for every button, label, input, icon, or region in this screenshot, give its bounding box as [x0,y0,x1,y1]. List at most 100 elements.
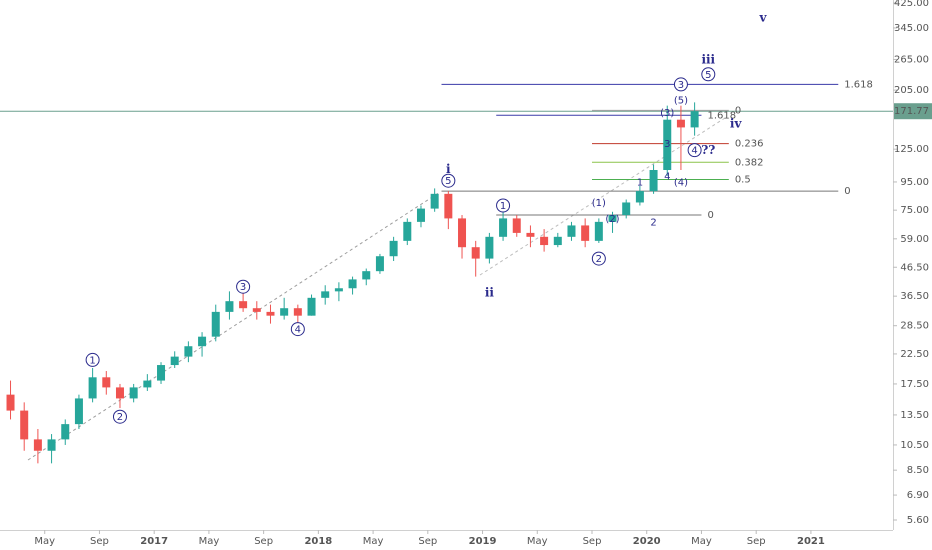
wave-label: 2 [650,217,656,228]
candle-body [663,119,672,170]
candle-body [348,279,357,289]
wave-label: 2 [596,254,602,265]
wave-label: (3) [660,108,674,119]
wave-label: 3 [678,80,684,91]
candle-body [649,169,658,192]
x-tick-label: 2019 [469,536,497,547]
x-tick-label: 2017 [140,536,168,547]
x-tick-label: Sep [583,536,602,547]
candle-body [20,410,29,440]
candle-body [157,365,166,381]
fib-level-label: 0.382 [735,157,764,168]
candle-body [74,398,83,425]
wave-label: 3 [664,139,670,150]
y-tick-label: 265.00 [894,54,929,65]
wave-circle [236,279,251,294]
candle-body [293,308,302,316]
candle-body [211,311,220,337]
y-tick-label: 59.00 [900,234,929,245]
fib-level-label: 0 [844,186,850,197]
wave-label: v [759,10,768,24]
candle-body [512,218,521,233]
candle-body [6,394,15,411]
candle-body [416,208,425,222]
candle-body [375,256,384,272]
last-price-label: 171.77 [894,106,929,117]
candle-body [622,202,631,216]
fib-level-label: 0 [707,210,713,221]
y-tick-label: 205.00 [894,85,929,96]
y-tick-label: 6.90 [907,490,929,501]
candle-body [635,191,644,203]
x-tick-label: May [691,536,712,547]
wave-label: (5) [674,95,688,106]
candle-body [252,308,261,312]
wave-circle [591,251,606,266]
candle-body [485,236,494,259]
wave-label: ii [485,286,495,300]
candle-body [444,193,453,219]
candle-body [540,236,549,246]
candle-body [239,301,248,309]
candle-body [499,218,508,237]
last-price-box [894,103,932,120]
candle-body [115,387,124,399]
candle-body [690,111,699,128]
candle-body [430,193,439,209]
y-tick-label: 13.50 [900,410,929,421]
x-tick-label: May [363,536,384,547]
x-tick-label: Sep [747,536,766,547]
wave-label: (4) [674,177,688,188]
wave-label: 1 [500,201,506,212]
candle-body [61,424,70,440]
candle-body [143,380,152,388]
candle-body [676,119,685,128]
candle-body [184,346,193,357]
x-tick-label: May [199,536,220,547]
candle-body [47,439,56,451]
fib-level-label: 0.236 [735,139,764,150]
y-tick-label: 95.00 [900,177,929,188]
candle-body [321,291,330,298]
y-tick-label: 36.50 [900,291,929,302]
y-tick-label: 345.00 [894,23,929,34]
fib-level-label: 1.618 [844,79,873,90]
candle-body [198,336,207,347]
candle-body [553,236,562,246]
candle-body [389,240,398,257]
wave-label: 4 [295,325,301,336]
x-tick-label: May [34,536,55,547]
wave-label: i [446,162,451,176]
wave-circle [673,77,688,92]
x-tick-label: Sep [418,536,437,547]
trend-line [27,191,441,461]
y-tick-label: 46.50 [900,262,929,273]
candle-body [458,218,467,248]
y-tick-label: 5.60 [907,515,929,526]
fib-level-label: 0.5 [735,174,751,185]
candle-body [88,377,97,399]
wave-label: ?? [701,143,715,157]
candle-body [102,377,111,388]
candle-body [608,215,617,222]
candle-body [129,387,138,399]
candle-body [280,308,289,316]
x-tick-label: Sep [254,536,273,547]
candle-body [266,311,275,316]
y-tick-label: 17.50 [900,379,929,390]
wave-label: 5 [445,176,451,187]
candle-body [307,297,316,316]
candle-body [170,356,179,366]
candle-body [471,247,480,259]
y-tick-label: 22.50 [900,349,929,360]
y-tick-label: 125.00 [894,144,929,155]
wave-label: 4 [691,146,697,157]
wave-label: 4 [664,171,670,182]
candle-body [33,439,42,451]
x-tick-label: Sep [90,536,109,547]
candle-body [362,271,371,280]
wave-label: iii [701,52,715,66]
wave-label: (2) [605,214,619,225]
